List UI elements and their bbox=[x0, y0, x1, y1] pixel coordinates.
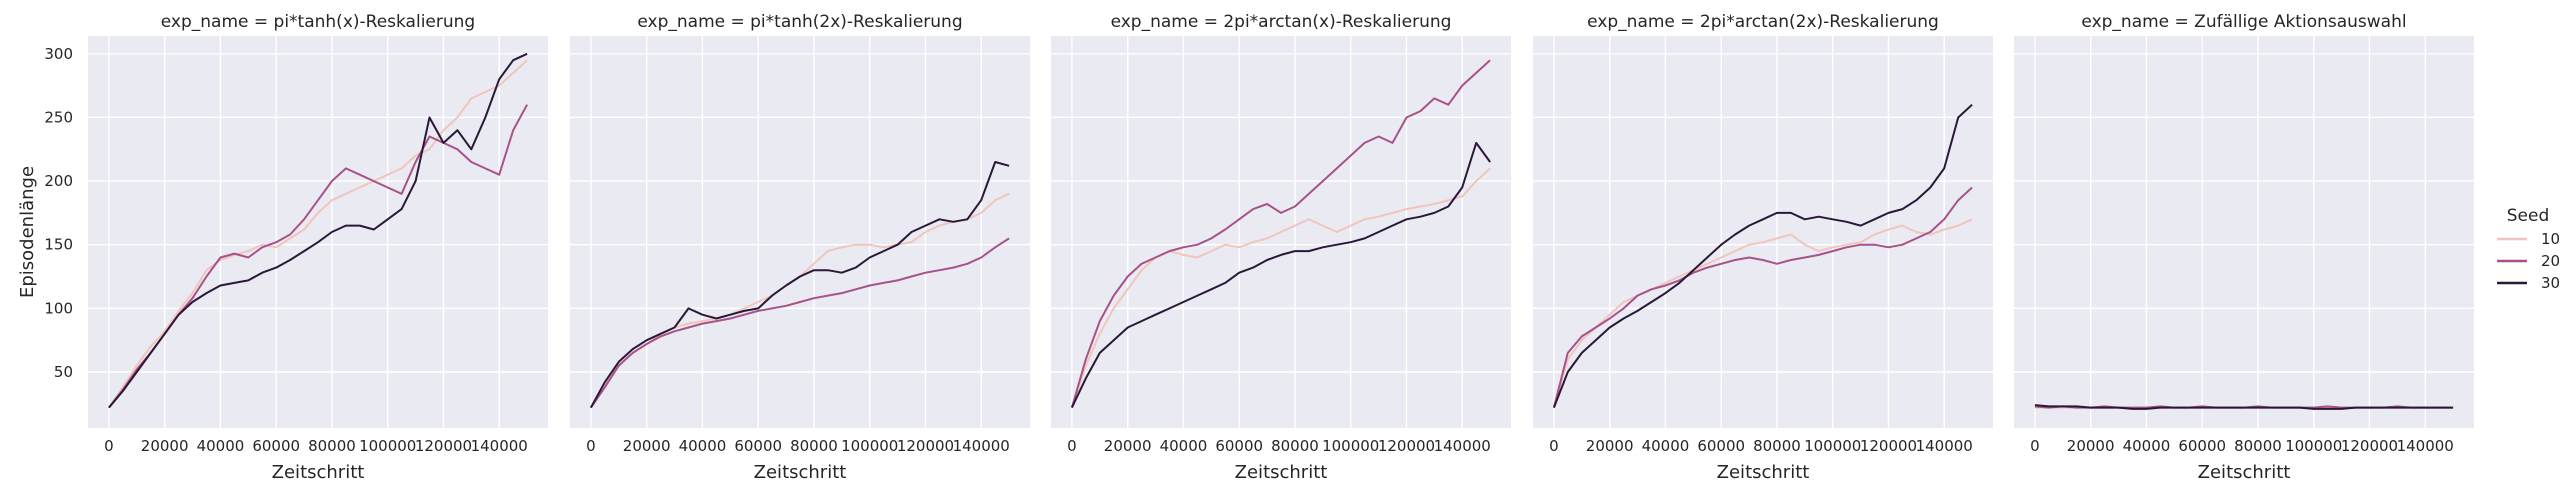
facet-title: exp_name = 2pi*arctan(x)-Reskalierung bbox=[1111, 12, 1452, 32]
y-tick-label: 50 bbox=[54, 363, 73, 381]
legend-label: 20 bbox=[2541, 252, 2560, 270]
x-axis-label: Zeitschritt bbox=[2198, 462, 2291, 483]
y-tick-label: 200 bbox=[44, 172, 73, 190]
facet-panel: exp_name = pi*tanh(2x)-Reskalierung 0 2000… bbox=[570, 12, 1030, 483]
y-axis-label: Episodenlänge bbox=[17, 166, 38, 298]
facet-panel: exp_name = 2pi*arctan(2x)-Reskalierung 0 2… bbox=[1533, 12, 1993, 483]
series-line-seed-30 bbox=[1070, 141, 1491, 409]
x-tick-label: 140000 bbox=[2397, 437, 2454, 455]
facet-title: exp_name = Zufällige Aktionsauswahl bbox=[2081, 12, 2406, 32]
x-tick-label: 60000 bbox=[1215, 437, 1263, 455]
x-tick-label: 60000 bbox=[2178, 437, 2226, 455]
x-tick-label: 100000 bbox=[1322, 437, 1379, 455]
legend-label: 10 bbox=[2541, 230, 2560, 248]
y-tick-label: 250 bbox=[44, 108, 73, 126]
facet-panel: exp_name = Zufällige Aktionsauswahl 0 2000… bbox=[2014, 12, 2474, 483]
legend-title: Seed bbox=[2507, 206, 2550, 226]
legend-label: 30 bbox=[2541, 274, 2560, 292]
x-tick-label: 120000 bbox=[415, 437, 472, 455]
x-tick-label: 80000 bbox=[308, 437, 356, 455]
series-line-seed-10 bbox=[108, 59, 528, 409]
x-tick-label: 80000 bbox=[1753, 437, 1801, 455]
x-tick-label: 60000 bbox=[1697, 437, 1745, 455]
x-tick-label: 60000 bbox=[252, 437, 300, 455]
x-tick-label: 80000 bbox=[790, 437, 838, 455]
x-tick-label: 120000 bbox=[1860, 437, 1917, 455]
x-axis-label: Zeitschritt bbox=[1717, 462, 1810, 483]
x-tick-label: 0 bbox=[1067, 437, 1077, 455]
x-tick-label: 100000 bbox=[359, 437, 416, 455]
panel-background bbox=[1533, 36, 1993, 428]
x-tick-label: 140000 bbox=[1434, 437, 1491, 455]
series-line-seed-30 bbox=[1552, 103, 1973, 408]
series-line-seed-10 bbox=[1070, 167, 1491, 408]
x-tick-label: 40000 bbox=[1642, 437, 1690, 455]
x-tick-label: 140000 bbox=[1916, 437, 1973, 455]
series-line-seed-30 bbox=[108, 52, 528, 409]
y-tick-label: 300 bbox=[44, 45, 73, 63]
x-tick-label: 20000 bbox=[1104, 437, 1152, 455]
x-tick-label: 0 bbox=[1549, 437, 1559, 455]
series-line-seed-30 bbox=[2034, 404, 2454, 410]
series-line-seed-20 bbox=[590, 237, 1010, 409]
facet-title: exp_name = pi*tanh(2x)-Reskalierung bbox=[637, 12, 962, 32]
facet-panel: exp_name = pi*tanh(x)-Reskalierung 0 20000… bbox=[17, 12, 548, 483]
x-tick-label: 40000 bbox=[679, 437, 727, 455]
x-tick-label: 80000 bbox=[1271, 437, 1319, 455]
series-line-seed-30 bbox=[590, 161, 1010, 409]
x-tick-label: 0 bbox=[2030, 437, 2040, 455]
x-tick-label: 40000 bbox=[1160, 437, 1208, 455]
x-tick-label: 20000 bbox=[141, 437, 189, 455]
x-tick-label: 20000 bbox=[623, 437, 671, 455]
series-line-seed-20 bbox=[1070, 59, 1491, 408]
x-tick-label: 120000 bbox=[897, 437, 954, 455]
x-tick-label: 40000 bbox=[197, 437, 245, 455]
x-tick-label: 120000 bbox=[2341, 437, 2398, 455]
x-tick-label: 140000 bbox=[471, 437, 528, 455]
x-tick-label: 0 bbox=[104, 437, 114, 455]
x-tick-label: 40000 bbox=[2123, 437, 2171, 455]
x-tick-label: 100000 bbox=[1804, 437, 1861, 455]
x-axis-label: Zeitschritt bbox=[272, 462, 365, 483]
legend: Seed 10 20 30 bbox=[2497, 206, 2560, 292]
x-tick-label: 0 bbox=[586, 437, 596, 455]
x-tick-label: 20000 bbox=[1586, 437, 1634, 455]
facet-title: exp_name = 2pi*arctan(2x)-Reskalierung bbox=[1587, 12, 1939, 32]
series-line-seed-20 bbox=[1552, 186, 1973, 408]
facet-title: exp_name = pi*tanh(x)-Reskalierung bbox=[161, 12, 475, 32]
x-tick-label: 100000 bbox=[2285, 437, 2342, 455]
x-axis-label: Zeitschritt bbox=[754, 462, 847, 483]
series-line-seed-10 bbox=[1552, 218, 1973, 408]
facet-panel: exp_name = 2pi*arctan(x)-Reskalierung 0 20… bbox=[1051, 12, 1511, 483]
x-axis-label: Zeitschritt bbox=[1235, 462, 1328, 483]
x-tick-label: 100000 bbox=[841, 437, 898, 455]
x-tick-label: 20000 bbox=[2067, 437, 2115, 455]
x-tick-label: 120000 bbox=[1378, 437, 1435, 455]
x-tick-label: 140000 bbox=[953, 437, 1010, 455]
x-tick-label: 80000 bbox=[2234, 437, 2282, 455]
panel-background bbox=[2014, 36, 2474, 428]
y-tick-label: 150 bbox=[44, 236, 73, 254]
y-tick-label: 100 bbox=[44, 299, 73, 317]
x-tick-label: 60000 bbox=[734, 437, 782, 455]
panel-background bbox=[570, 36, 1030, 428]
